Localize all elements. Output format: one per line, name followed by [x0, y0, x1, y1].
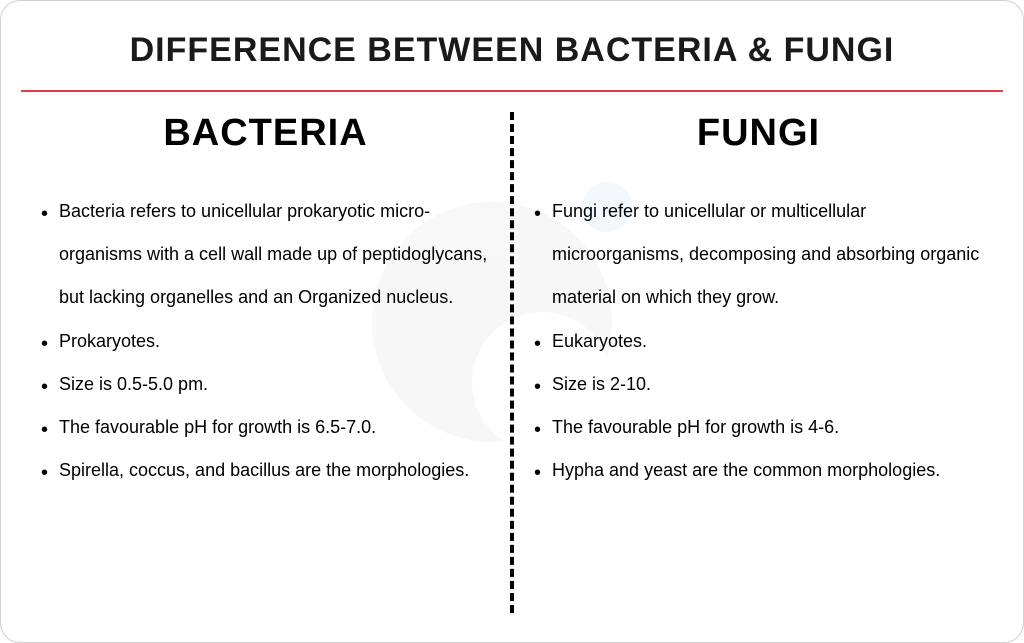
list-item: Eukaryotes. — [534, 320, 983, 363]
list-item: Hypha and yeast are the common morpholog… — [534, 449, 983, 492]
list-item: The favourable pH for growth is 6.5-7.0. — [41, 406, 490, 449]
list-item: Size is 2-10. — [534, 363, 983, 406]
list-item: Size is 0.5-5.0 pm. — [41, 363, 490, 406]
list-item: Spirella, coccus, and bacillus are the m… — [41, 449, 490, 492]
columns-wrapper: BACTERIA Bacteria refers to unicellular … — [1, 92, 1023, 633]
column-left-heading: BACTERIA — [41, 112, 490, 155]
column-right-heading: FUNGI — [534, 112, 983, 155]
column-right: FUNGI Fungi refer to unicellular or mult… — [514, 92, 1003, 633]
left-list: Bacteria refers to unicellular prokaryot… — [41, 190, 490, 492]
list-item: The favourable pH for growth is 4-6. — [534, 406, 983, 449]
column-left: BACTERIA Bacteria refers to unicellular … — [21, 92, 510, 633]
right-list: Fungi refer to unicellular or multicellu… — [534, 190, 983, 492]
list-item: Bacteria refers to unicellular prokaryot… — [41, 190, 490, 320]
page-title: DIFFERENCE BETWEEN BACTERIA & FUNGI — [1, 1, 1023, 90]
list-item: Prokaryotes. — [41, 320, 490, 363]
comparison-card: DIFFERENCE BETWEEN BACTERIA & FUNGI BACT… — [0, 0, 1024, 643]
list-item: Fungi refer to unicellular or multicellu… — [534, 190, 983, 320]
